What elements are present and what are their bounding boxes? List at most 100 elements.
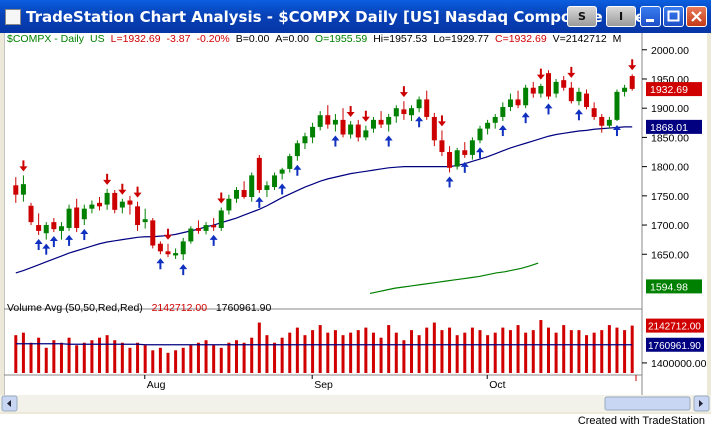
net-change: -3.87 xyxy=(166,33,191,45)
sell-arrow-icon xyxy=(437,121,446,127)
volume-bar xyxy=(29,342,33,373)
candle-body xyxy=(218,210,224,228)
volume-bar xyxy=(303,335,307,373)
candle-body xyxy=(325,115,331,125)
candle-body xyxy=(553,81,559,94)
scroll-thumb xyxy=(604,396,691,411)
volume-bar xyxy=(311,330,315,373)
volume-bar xyxy=(113,340,117,373)
chart-canvas[interactable]: 2000.001950.001900.001850.001800.001750.… xyxy=(4,33,707,395)
candle-body xyxy=(629,76,635,89)
s-menu-button[interactable]: S xyxy=(567,6,597,27)
volume-bar xyxy=(623,330,627,373)
candle-body xyxy=(256,157,262,190)
candle-body xyxy=(104,192,110,205)
candle-body xyxy=(363,130,369,138)
volume-average: 1760961.90 xyxy=(215,302,272,314)
candle-body xyxy=(477,128,483,141)
buy-arrow-icon xyxy=(331,135,340,141)
candle-body xyxy=(622,87,628,92)
volume-bar xyxy=(120,342,124,373)
volume-bar xyxy=(44,347,48,373)
candle-body xyxy=(264,185,270,190)
buy-arrow-icon xyxy=(34,238,43,244)
footer-credit: Created with TradeStation xyxy=(577,415,705,427)
volume-bar xyxy=(615,327,619,373)
candle-body xyxy=(378,119,384,125)
last-price: L=1932.69 xyxy=(110,33,161,45)
volume-info-bar: Volume Avg (50,50,Red,Red) 2142712.00 17… xyxy=(7,302,271,314)
maximize-button[interactable] xyxy=(663,6,684,27)
volume-tag-current: 2142712.00 xyxy=(648,322,701,333)
volume-bar xyxy=(585,335,589,373)
candle-body xyxy=(485,122,491,129)
candle-body xyxy=(492,116,498,123)
volume-bar xyxy=(295,327,299,373)
buy-arrow-icon xyxy=(460,161,469,167)
scrollbar-track[interactable] xyxy=(0,395,711,412)
buy-arrow-icon xyxy=(521,112,530,118)
last-price-tag-bg xyxy=(646,82,702,97)
close-icon xyxy=(691,11,702,22)
open-value: O=1955.59 xyxy=(314,33,368,45)
volume-bar xyxy=(600,330,604,373)
volume-bar xyxy=(516,325,520,373)
volume-bar xyxy=(410,330,414,373)
low-value: Lo=1929.77 xyxy=(433,33,489,45)
buy-arrow-icon xyxy=(156,258,165,264)
moving-average-line xyxy=(15,126,633,274)
chart-area[interactable]: 2000.00 1950.00 1900.00 1850.00 1800.00 1750.… xyxy=(4,33,707,410)
volume-bar xyxy=(37,337,41,373)
volume-bar xyxy=(592,332,596,373)
volume-bar xyxy=(440,330,444,373)
close-button[interactable] xyxy=(686,6,707,27)
volume-bar xyxy=(288,332,292,373)
volume-bar xyxy=(219,347,223,373)
price-axis-label: 1700.00 xyxy=(651,220,689,232)
candle-body xyxy=(287,156,293,169)
candle-body xyxy=(416,99,422,109)
candle-body xyxy=(469,140,475,155)
volume-bar xyxy=(189,345,193,373)
volume-bar xyxy=(425,327,429,373)
green-line-tag-bg xyxy=(646,279,702,294)
minimize-button[interactable] xyxy=(640,6,661,27)
volume-bar xyxy=(196,342,200,373)
candle-body xyxy=(355,124,361,138)
volume-bar xyxy=(280,337,284,373)
volume-bar xyxy=(212,345,216,373)
sell-arrow-icon xyxy=(361,116,370,122)
candle-body xyxy=(74,207,80,228)
volume-bar xyxy=(273,342,277,373)
i-menu-button[interactable]: I xyxy=(606,6,636,27)
volume-tag-average-bg xyxy=(646,337,704,352)
exchange-label: US xyxy=(90,33,105,45)
volume-bar xyxy=(318,325,322,373)
time-axis-label: Aug xyxy=(147,379,166,391)
volume-bar xyxy=(333,330,337,373)
volume-axis-label: 1400000.00 xyxy=(651,358,707,370)
volume-bar xyxy=(630,325,634,373)
volume-bar xyxy=(143,345,147,373)
volume-bar xyxy=(531,330,535,373)
volume-bar xyxy=(493,332,497,373)
minimize-icon xyxy=(646,19,654,22)
volume-bar xyxy=(90,340,94,373)
buy-arrow-icon xyxy=(445,176,454,182)
candle-body xyxy=(97,202,103,207)
candle-body xyxy=(332,119,338,125)
volume-bar xyxy=(105,335,109,373)
scroll-right-icon xyxy=(699,400,703,407)
green-indicator-line xyxy=(369,262,539,294)
candle-body xyxy=(431,116,437,141)
buy-arrow-icon xyxy=(612,125,621,131)
horizontal-scrollbar[interactable] xyxy=(0,395,711,412)
sell-arrow-icon xyxy=(19,166,28,172)
candle-body xyxy=(195,227,201,231)
candle-body xyxy=(135,206,141,226)
candle-body xyxy=(211,225,217,228)
buy-arrow-icon xyxy=(574,109,583,115)
volume-bar xyxy=(174,350,178,373)
price-axis-label: 1850.00 xyxy=(651,132,689,144)
time-axis-label: Sep xyxy=(314,379,333,391)
